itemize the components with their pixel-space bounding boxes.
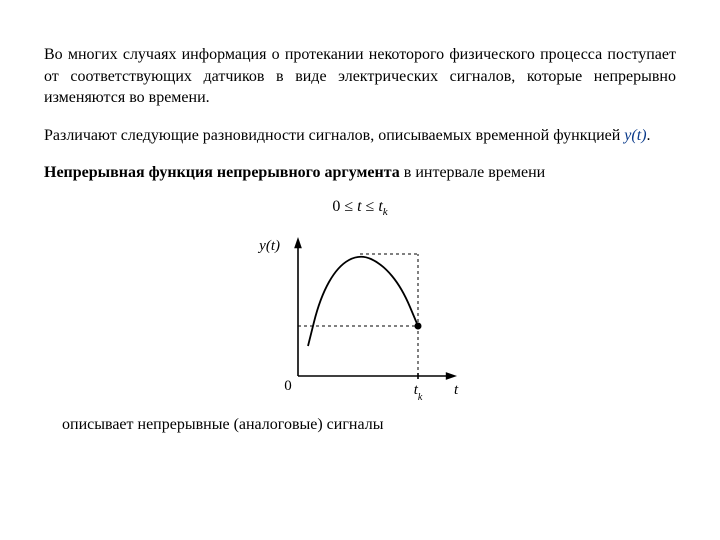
chart-container: y(t) 0 tk t bbox=[44, 226, 676, 406]
svg-text:t: t bbox=[454, 382, 459, 398]
svg-text:y(t): y(t) bbox=[257, 238, 280, 254]
interval-formula: 0 ≤ t ≤ tk bbox=[44, 198, 676, 218]
p2-text-after: . bbox=[647, 127, 651, 144]
paragraph-1: Во многих случаях информация о протекани… bbox=[44, 44, 676, 109]
chart-caption: описывает непрерывные (аналоговые) сигна… bbox=[62, 416, 676, 434]
svg-text:tk: tk bbox=[414, 382, 423, 403]
formula-sub: k bbox=[383, 206, 388, 218]
formula-le2: ≤ bbox=[362, 198, 379, 215]
p3-after: в интервале времени bbox=[400, 164, 545, 181]
p2-text-before: Различают следующие разновидности сигнал… bbox=[44, 127, 624, 144]
signal-chart: y(t) 0 tk t bbox=[250, 226, 470, 406]
paragraph-3: Непрерывная функция непрерывного аргумен… bbox=[44, 162, 676, 184]
page: Во многих случаях информация о протекани… bbox=[0, 0, 720, 460]
paragraph-2: Различают следующие разновидности сигнал… bbox=[44, 125, 676, 147]
formula-le1: ≤ bbox=[340, 198, 357, 215]
svg-text:0: 0 bbox=[284, 378, 292, 394]
p3-bold: Непрерывная функция непрерывного аргумен… bbox=[44, 164, 400, 181]
